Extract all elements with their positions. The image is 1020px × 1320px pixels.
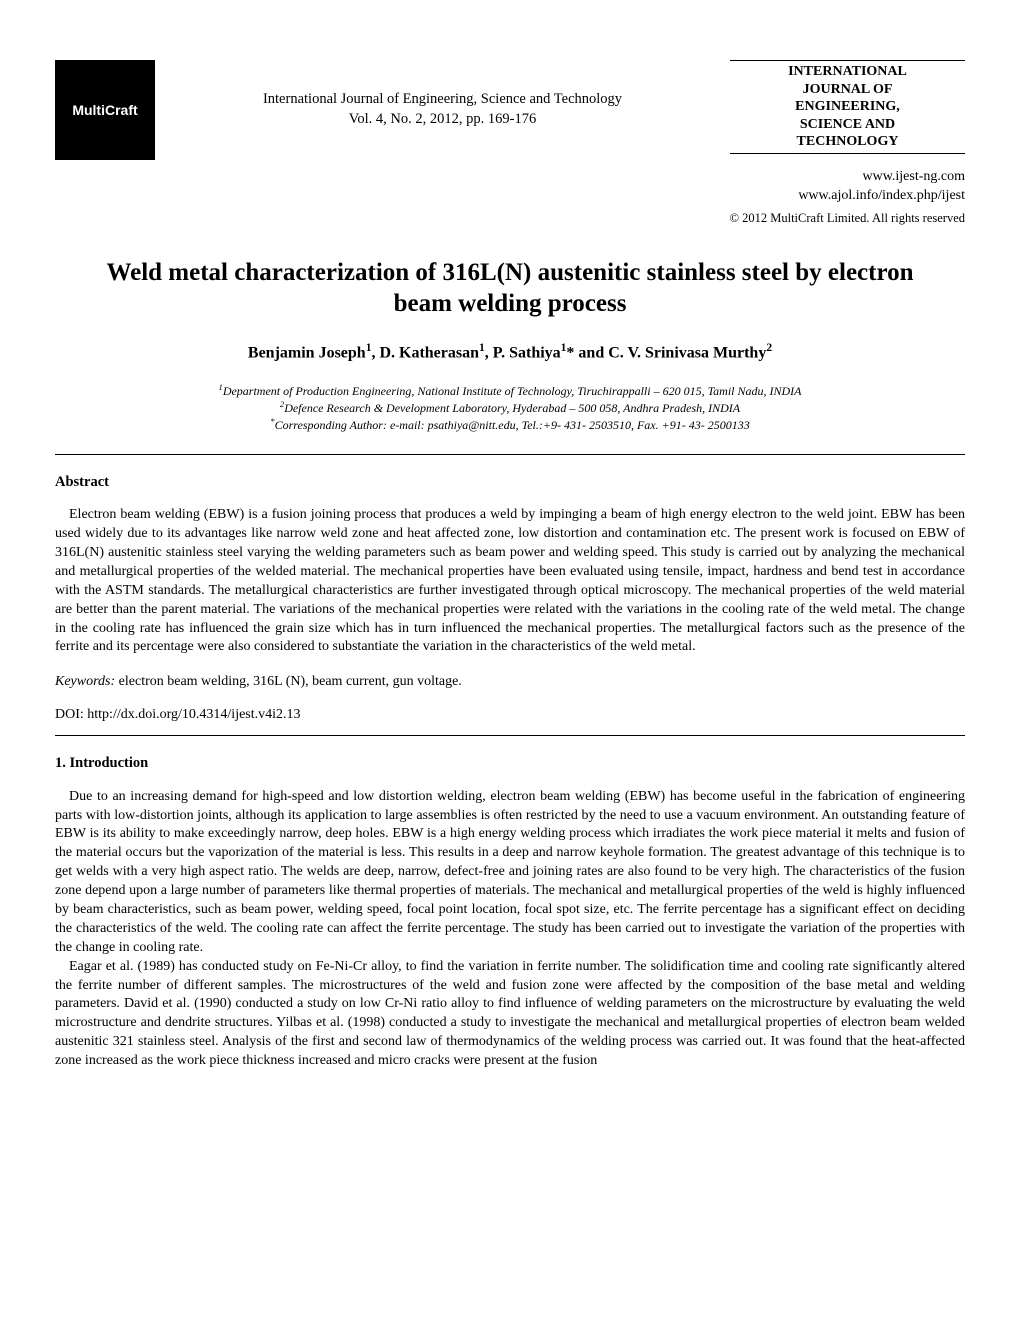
url-1: www.ijest-ng.com bbox=[55, 168, 965, 187]
authors-line: Benjamin Joseph1, D. Katherasan1, P. Sat… bbox=[55, 341, 965, 364]
journal-info-center: International Journal of Engineering, Sc… bbox=[165, 60, 720, 129]
divider-bottom bbox=[55, 735, 965, 736]
intro-heading: 1. Introduction bbox=[55, 754, 965, 774]
paper-title: Weld metal characterization of 316L(N) a… bbox=[55, 257, 965, 320]
author-2: D. Katherasan bbox=[379, 344, 479, 361]
doi: DOI: http://dx.doi.org/10.4314/ijest.v4i… bbox=[55, 706, 965, 725]
affiliations: 1Department of Production Engineering, N… bbox=[55, 382, 965, 434]
journal-info-right: INTERNATIONAL JOURNAL OF ENGINEERING, SC… bbox=[730, 60, 965, 154]
journal-name: International Journal of Engineering, Sc… bbox=[165, 90, 720, 110]
author-4-sup: 2 bbox=[766, 342, 772, 354]
copyright: © 2012 MultiCraft Limited. All rights re… bbox=[55, 210, 965, 227]
author-4: C. V. Srinivasa Murthy bbox=[608, 344, 766, 361]
journal-title-block: INTERNATIONAL JOURNAL OF ENGINEERING, SC… bbox=[730, 60, 965, 154]
title-line2: beam welding process bbox=[394, 290, 627, 317]
sep-2: , bbox=[485, 344, 493, 361]
journal-urls: www.ijest-ng.com www.ajol.info/index.php… bbox=[55, 168, 965, 206]
publisher-logo-box: MultiCraft bbox=[55, 60, 155, 160]
page-header: MultiCraft International Journal of Engi… bbox=[55, 60, 965, 160]
publisher-name: MultiCraft bbox=[72, 101, 137, 120]
keywords-label: Keywords: bbox=[55, 674, 115, 689]
keywords-text: electron beam welding, 316L (N), beam cu… bbox=[115, 674, 462, 689]
journal-title-l2: JOURNAL OF bbox=[730, 81, 965, 99]
author-1: Benjamin Joseph bbox=[248, 344, 366, 361]
intro-p1: Due to an increasing demand for high-spe… bbox=[55, 788, 965, 958]
divider-top bbox=[55, 454, 965, 455]
journal-issue: Vol. 4, No. 2, 2012, pp. 169-176 bbox=[165, 110, 720, 130]
aff2: Defence Research & Development Laborator… bbox=[284, 401, 740, 415]
abstract-text: Electron beam welding (EBW) is a fusion … bbox=[55, 506, 965, 657]
url-2: www.ajol.info/index.php/ijest bbox=[55, 187, 965, 206]
aff1: Department of Production Engineering, Na… bbox=[223, 384, 802, 398]
author-3: P. Sathiya bbox=[493, 344, 561, 361]
and: and bbox=[574, 344, 608, 361]
journal-title-l1: INTERNATIONAL bbox=[730, 63, 965, 81]
title-line1: Weld metal characterization of 316L(N) a… bbox=[106, 259, 913, 286]
abstract-heading: Abstract bbox=[55, 473, 965, 493]
intro-p2: Eagar et al. (1989) has conducted study … bbox=[55, 958, 965, 1071]
journal-title-l3: ENGINEERING, bbox=[730, 98, 965, 116]
journal-title-l4: SCIENCE AND bbox=[730, 116, 965, 134]
journal-title-l5: TECHNOLOGY bbox=[730, 133, 965, 151]
corresponding: Corresponding Author: e-mail: psathiya@n… bbox=[275, 418, 750, 432]
keywords-line: Keywords: electron beam welding, 316L (N… bbox=[55, 673, 965, 692]
